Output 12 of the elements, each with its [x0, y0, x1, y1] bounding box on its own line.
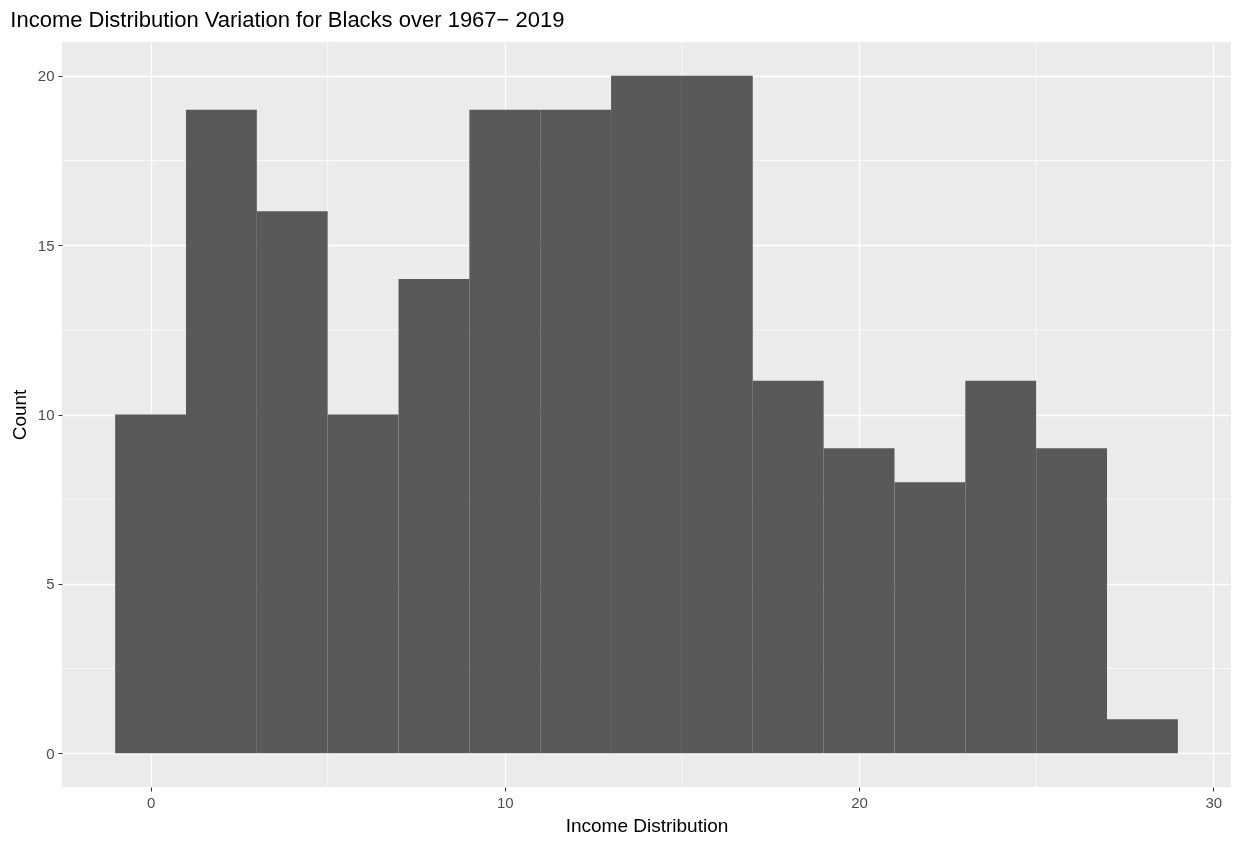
y-tick-label: 15 — [37, 236, 55, 254]
y-tick-label: 20 — [37, 67, 55, 85]
chart-title: Income Distribution Variation for Blacks over 1967− 2019 — [10, 6, 565, 32]
y-axis-title: Count — [8, 388, 30, 441]
y-tick-label: 5 — [46, 575, 55, 593]
y-tick-label: 0 — [46, 744, 55, 762]
x-axis-title: Income Distribution — [565, 814, 729, 836]
x-tick-label: 0 — [146, 793, 156, 811]
x-tick-label: 10 — [496, 793, 514, 811]
x-tick-label: 30 — [1205, 793, 1223, 811]
x-tick-label: 20 — [851, 793, 868, 811]
y-tick-label: 10 — [37, 406, 55, 423]
